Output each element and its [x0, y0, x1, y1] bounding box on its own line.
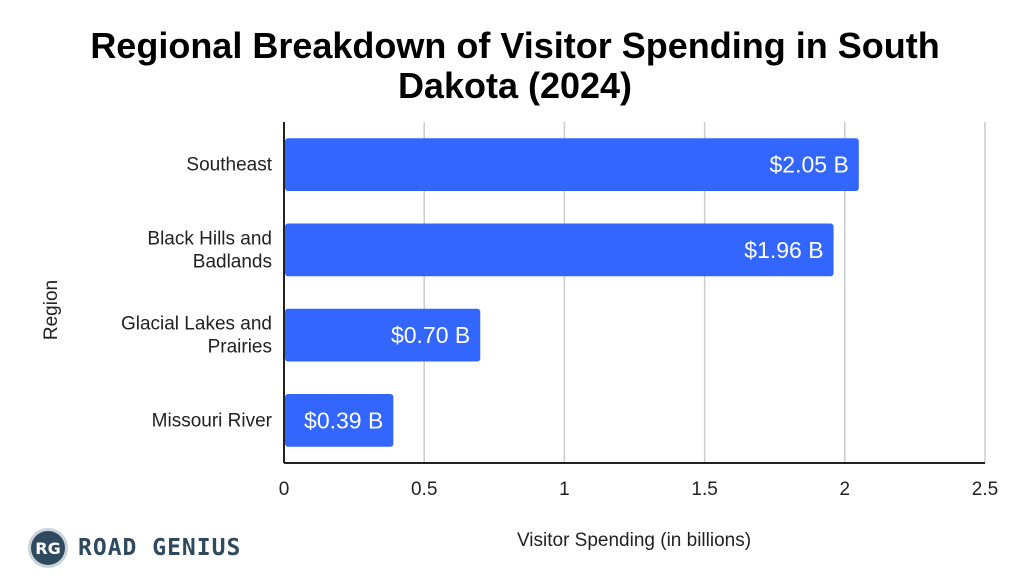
category-label: Black Hills and Badlands	[147, 228, 272, 272]
chart-title: Regional Breakdown of Visitor Spending i…	[90, 25, 940, 106]
bar-data-label: $2.05 B	[770, 152, 849, 178]
category-label-line: Badlands	[193, 251, 272, 272]
bar	[285, 393, 394, 447]
category-label-line: Prairies	[208, 337, 272, 358]
x-tick-label: 1.5	[691, 479, 717, 500]
x-tick-label: 1	[559, 479, 570, 500]
category-label: Missouri River	[152, 410, 273, 431]
category-label-line: Black Hills and	[147, 228, 272, 249]
brand-logo: RG ROAD GENIUS	[28, 528, 241, 568]
bar-data-label: $0.39 B	[304, 407, 383, 433]
bar	[285, 138, 859, 192]
category-label: Southeast	[186, 155, 272, 176]
bar	[285, 223, 834, 277]
x-tick-label: 0.5	[411, 479, 437, 500]
bar-data-label: $1.96 B	[744, 237, 823, 263]
x-tick-label: 2	[840, 479, 851, 500]
category-label-line: Missouri River	[152, 410, 273, 431]
category-label: Glacial Lakes and Prairies	[121, 314, 272, 358]
x-tick-label: 2.5	[972, 479, 998, 500]
x-axis-label: Visitor Spending (in billions)	[516, 530, 752, 551]
bar	[285, 308, 481, 362]
logo-badge-icon: RG	[28, 528, 68, 568]
category-label-line: Glacial Lakes and	[121, 314, 272, 335]
logo-text: ROAD GENIUS	[78, 535, 242, 561]
bar-data-label: $0.70 B	[391, 322, 470, 348]
category-label-line: Southeast	[186, 155, 272, 176]
x-tick-label: 0	[279, 479, 290, 500]
